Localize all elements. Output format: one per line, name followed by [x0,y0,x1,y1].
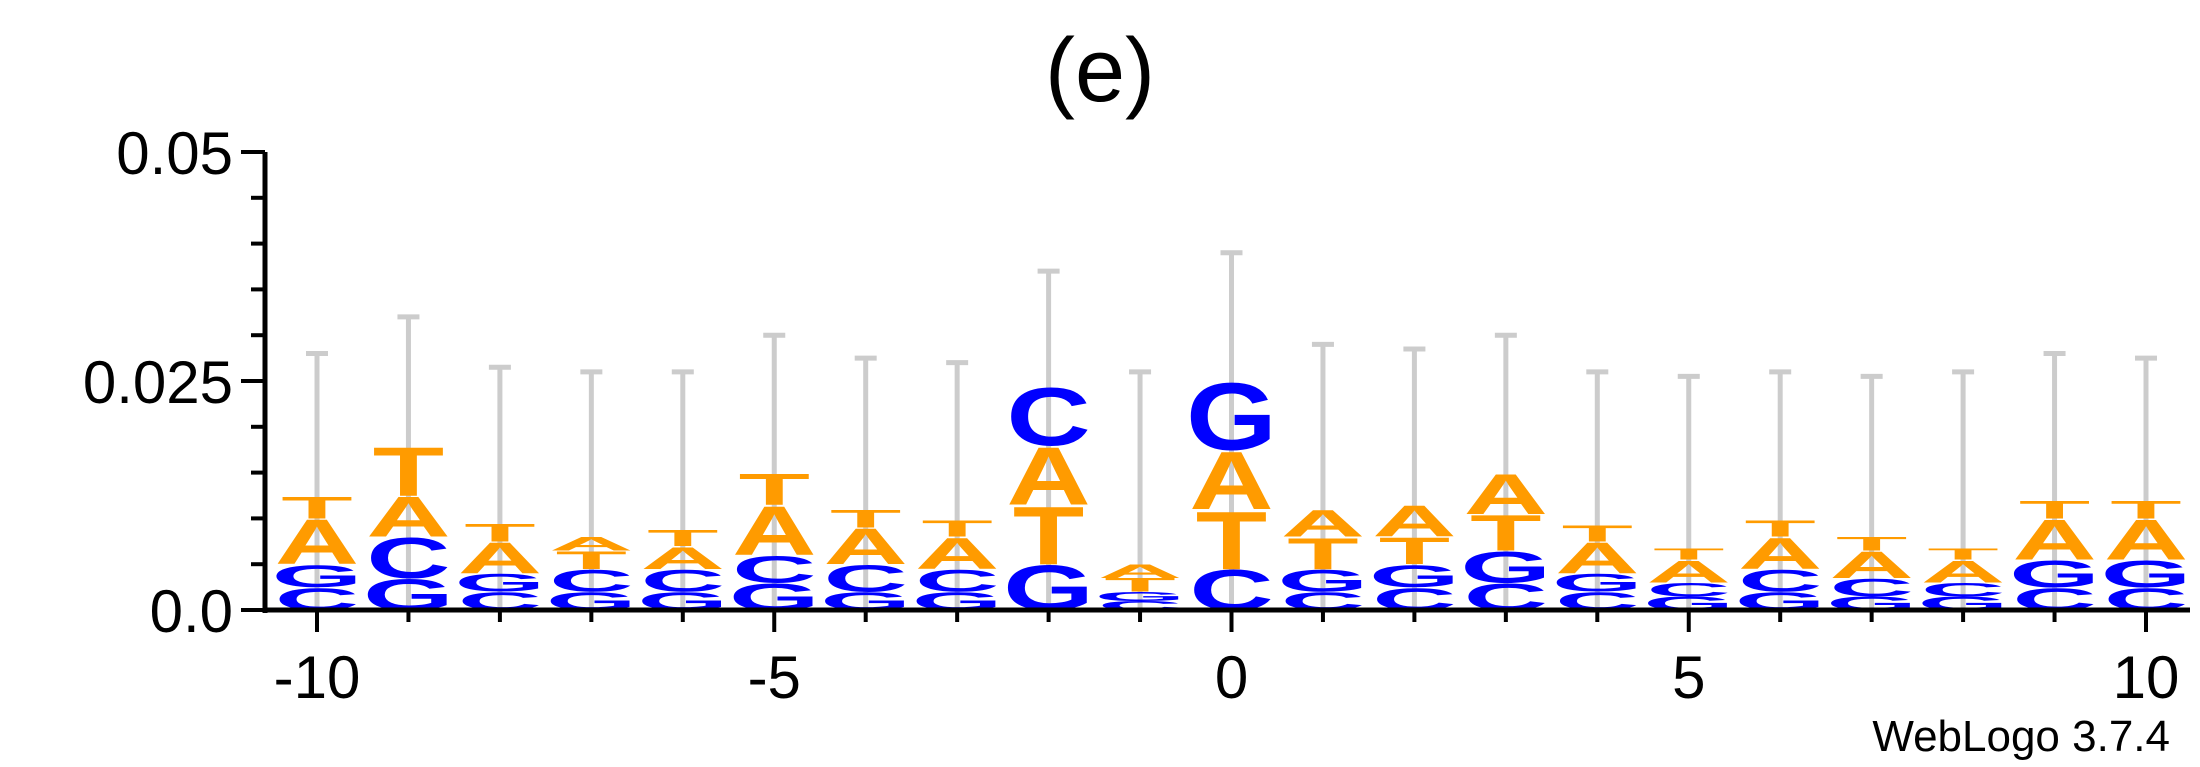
logo-letter-T: T [1287,528,1358,578]
logo-letter-C: C [366,527,450,590]
logo-letter-C: C [641,563,725,599]
x-tick-label: 5 [1672,644,1705,711]
logo-letter-G: G [2009,553,2100,596]
logo-letter-T: T [739,464,810,514]
logo-letter-A: A [915,528,999,578]
logo-letter-T: T [1836,533,1907,554]
x-tick-label: -5 [748,644,801,711]
logo-letter-C: C [1921,579,2005,600]
logo-letter-T: T [2110,495,2181,524]
y-tick-label: 0.0 [150,578,233,645]
logo-letter-C: C [1829,573,1913,602]
logo-letter-G: G [2101,553,2192,596]
logo-letter-T: T [1745,516,1816,542]
error-bar-pos-0 [1220,250,1243,610]
logo-letter-A: A [366,486,450,549]
logo-letter-G: G [272,559,363,595]
axes: 0.0 0.025 0.05 -10 -5 0 5 10 [83,120,2190,711]
logo-letter-C: C [1006,371,1090,463]
logo-letter-T: T [921,516,992,542]
logo-letter-T: T [1653,546,1724,563]
logo-letter-G: G [1186,363,1277,470]
logo-letter-G: G [454,569,545,598]
logo-letter-T: T [1379,530,1450,573]
error-bar-pos-9 [2043,351,2066,610]
error-bar-pos-1 [1311,341,1334,610]
error-bar-pos--1 [1129,369,1152,610]
error-bar-pos--9 [397,314,420,610]
logo-letter-C: C [1647,579,1731,600]
logo-letter-A: A [1098,561,1182,582]
logo-letter-C: C [824,557,908,600]
logo-letter-T: T [1196,494,1267,586]
x-tick-label: 10 [2113,644,2180,711]
error-bar-pos-10 [2135,355,2157,610]
error-bar-pos-4 [1586,369,1609,610]
logo-letter-A: A [458,533,542,583]
error-bar-pos-6 [1769,369,1792,610]
error-bar-pos-8 [1952,369,1975,610]
logo-letter-T: T [1562,521,1633,547]
error-bar-pos--4 [854,355,877,610]
logo-letter-G: G [1278,563,1369,599]
logo-letter-A: A [1189,435,1273,527]
logo-letter-G: G [1095,589,1186,603]
chart-title: (e) [1045,21,1155,121]
logo-letter-T: T [1927,546,1998,563]
logo-letter-T: T [281,490,352,526]
logo-letter-A: A [1555,533,1639,583]
logo-letter-A: A [1372,496,1456,546]
logo-letter-A: A [732,493,816,571]
logo-letter-T: T [2019,495,2090,524]
logo-letter-A: A [1829,544,1913,587]
error-bar-pos--8 [488,364,511,610]
logo-letter-A: A [275,507,359,578]
logo-letter-T: T [1013,490,1084,582]
error-bar-pos-5 [1677,373,1700,610]
logo-letter-T: T [830,504,901,533]
logo-letter-T: T [1104,574,1175,595]
logo-letter-C: C [1738,563,1822,599]
logo-letter-A: A [1281,502,1365,545]
y-tick-label: 0.05 [116,120,233,187]
x-tick-label: 0 [1215,644,1248,711]
logo-letter-G: G [1552,569,1643,598]
logo-letter-T: T [373,433,444,511]
error-bar-pos--5 [763,332,786,610]
logo-letter-G: G [1369,559,1460,595]
logo-letter-A: A [1464,463,1548,526]
y-tick-label: 0.025 [83,349,233,416]
logo-letter-T: T [464,518,535,547]
logo-letter-C: C [549,563,633,599]
error-bar-pos-2 [1403,346,1426,610]
x-tick-label: -10 [274,644,361,711]
error-bar-pos--3 [946,360,969,610]
weblogo-version-label: WebLogo 3.7.4 [1872,712,2170,761]
error-bar-pos--7 [580,369,603,610]
logo-letter-C: C [732,548,816,591]
logo-letter-T: T [556,546,627,575]
logo-letter-A: A [824,518,908,575]
logo-letter-A: A [1006,430,1090,522]
logo-letter-A: A [2012,509,2096,572]
error-bar-pos--10 [306,351,328,610]
error-bar-pos-7 [1860,373,1883,610]
logo-letter-T: T [1470,505,1541,562]
error-bars [306,250,2157,610]
error-bar-pos--2 [1037,268,1060,610]
logo-letter-G: G [1460,542,1551,592]
logo-letter-A: A [2104,509,2188,572]
logo-letter-C: C [915,563,999,599]
error-bar-pos--6 [671,369,694,610]
logo-letter-T: T [647,525,718,551]
error-bar-pos-3 [1494,332,1517,610]
logo-letters: CGATGCATCGATGCTAGCATGCATGCATGCATGTACCGTA… [272,363,2192,624]
logo-letter-A: A [1921,554,2005,590]
logo-letter-A: A [1738,528,1822,578]
logo-letter-A: A [641,540,725,576]
logo-letter-A: A [549,533,633,554]
logo-letter-A: A [1647,554,1731,590]
